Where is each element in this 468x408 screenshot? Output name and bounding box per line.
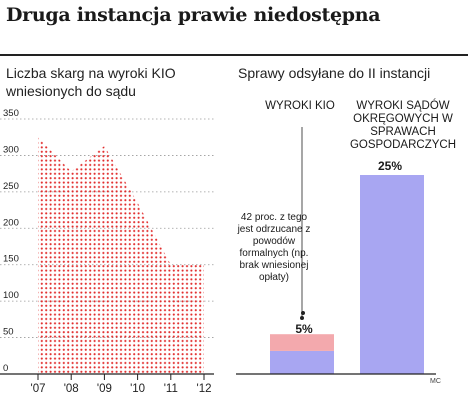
bar-courts bbox=[360, 175, 424, 374]
x-tick-label: '09 bbox=[97, 383, 112, 395]
bar-kio-rejected bbox=[270, 334, 334, 351]
y-tick-label: 250 bbox=[3, 181, 19, 192]
right-chart-subtitle: Sprawy odsyłane do II instancji bbox=[238, 65, 431, 81]
y-tick-label: 350 bbox=[3, 108, 19, 119]
x-tick-label: '10 bbox=[130, 383, 145, 395]
x-tick-label: '12 bbox=[197, 383, 212, 395]
chart-title: Druga instancja prawie niedostępna bbox=[6, 4, 381, 26]
annotation-pointer-dot bbox=[301, 311, 305, 315]
credit-label: MC bbox=[430, 378, 441, 385]
x-tick-label: '08 bbox=[64, 383, 79, 395]
left-chart-subtitle: Liczba skarg na wyroki KIO wniesionych d… bbox=[6, 65, 176, 99]
kio-annotation: 42 proc. z tego jest odrzucane z powodów… bbox=[237, 212, 311, 283]
x-tick-label: '07 bbox=[31, 383, 46, 395]
area-series bbox=[38, 137, 204, 374]
y-tick-label: 200 bbox=[3, 217, 19, 228]
y-tick-label: 300 bbox=[3, 144, 19, 155]
y-tick-label: 50 bbox=[3, 327, 14, 338]
bar-label-courts: WYROKI SĄDÓW OKRĘGOWYCH W SPRAWACH GOSPO… bbox=[349, 100, 457, 151]
x-tick-label: '11 bbox=[164, 383, 178, 395]
bar-kio-lower bbox=[270, 350, 334, 374]
value-label-courts: 25% bbox=[377, 159, 403, 173]
value-label-kio: 5% bbox=[295, 322, 313, 336]
y-tick-label: 100 bbox=[3, 290, 19, 301]
title-rule bbox=[0, 54, 468, 56]
bar-label-kio: WYROKI KIO bbox=[265, 100, 335, 112]
y-tick-label: 0 bbox=[3, 363, 8, 374]
kio-leader-dot bbox=[300, 316, 304, 320]
y-tick-label: 150 bbox=[3, 254, 19, 265]
